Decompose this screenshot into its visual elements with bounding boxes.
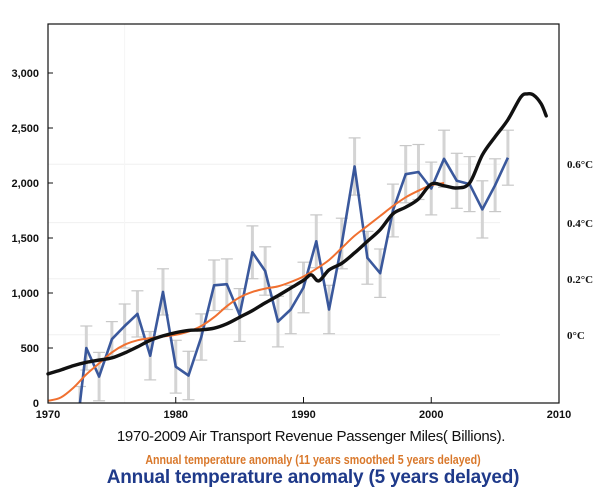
right-tick-label: 0.6°C xyxy=(567,159,593,171)
right-tick-label: 0.2°C xyxy=(567,274,593,286)
y-tick-label: 3,000 xyxy=(11,68,39,80)
y-tick-label: 1,500 xyxy=(11,233,39,245)
grid-lines xyxy=(48,24,500,403)
y-tick-label: 500 xyxy=(21,343,39,355)
x-tick-label: 1980 xyxy=(164,409,188,421)
legend-temperature-anomaly: Annual temperature anomaly (5 years dela… xyxy=(106,467,520,488)
x-axis: 1970 1980 1990 2000 2010 xyxy=(36,397,571,421)
y-tick-label: 2,000 xyxy=(11,178,39,190)
legend-passenger-miles: 1970-2009 Air Transport Revenue Passenge… xyxy=(116,428,506,445)
y-tick-label: 0 xyxy=(33,398,39,410)
error-bars xyxy=(73,129,514,403)
y-axis: 0 500 1,000 1,500 2,000 2,500 3,000 xyxy=(11,68,53,410)
right-axis: 0°C 0.2°C 0.4°C 0.6°C xyxy=(567,159,593,342)
legend-temperature-smoothed: Annual temperature anomaly (11 years smo… xyxy=(145,452,481,467)
y-tick-label: 2,500 xyxy=(11,123,39,135)
series-line-passenger-miles xyxy=(46,91,548,376)
y-tick-label: 1,000 xyxy=(11,288,39,300)
x-tick-label: 2000 xyxy=(419,409,443,421)
x-tick-label: 1990 xyxy=(291,409,315,421)
right-tick-label: 0°C xyxy=(567,330,585,342)
x-tick-label: 2010 xyxy=(547,409,571,421)
series-line-temperature-smoothed xyxy=(47,182,445,402)
right-tick-label: 0.4°C xyxy=(567,218,593,230)
x-tick-label: 1970 xyxy=(36,409,60,421)
